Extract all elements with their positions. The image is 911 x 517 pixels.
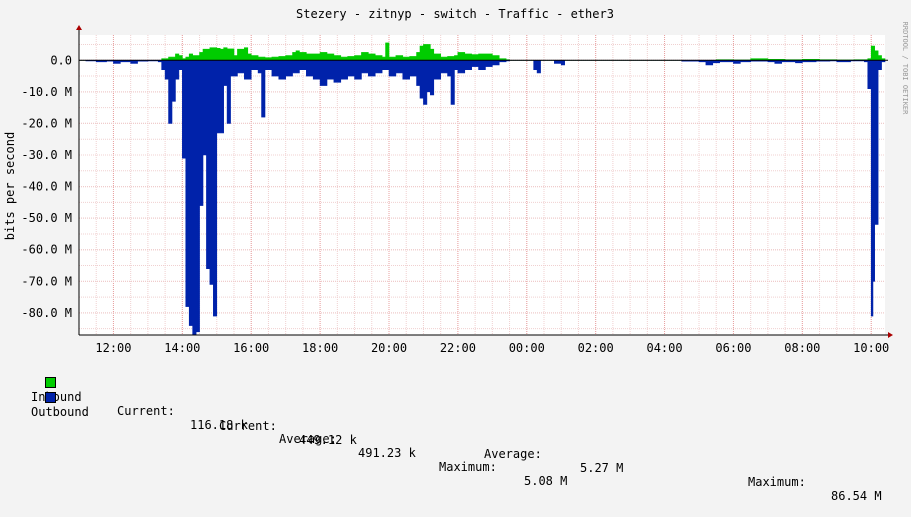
y-tick-label: -80.0 M [21, 306, 72, 320]
legend-outbound-average-value: 5.27 M [580, 461, 624, 475]
x-tick-label: 06:00 [715, 341, 751, 355]
chart-title: Stezery - zitnyp - switch - Traffic - et… [296, 7, 614, 21]
rrdtool-watermark: RRDTOOL / TOBI OETIKER [901, 22, 909, 116]
y-tick-label: 0.0 [50, 53, 72, 67]
y-tick-label: -30.0 M [21, 148, 72, 162]
legend-inbound-maximum-label: Maximum: [439, 460, 497, 474]
x-tick-label: 22:00 [440, 341, 476, 355]
legend-inbound: Inbound Current: 116.18 k Average: 491.2… [16, 362, 567, 488]
x-tick-label: 08:00 [784, 341, 820, 355]
y-tick-label: -50.0 M [21, 211, 72, 225]
traffic-graph: 12:00 14:00 16:00 18:00 20:00 22:00 00:00 02:00… [3, 7, 909, 503]
legend-inbound-average-value: 491.23 k [358, 446, 416, 460]
x-tick-label: 10:00 [853, 341, 889, 355]
legend-outbound-maximum-label: Maximum: [748, 475, 806, 489]
y-axis-arrow [76, 25, 82, 30]
legend-outbound-current-value: 449.12 k [299, 433, 357, 447]
legend-inbound-maximum-value: 5.08 M [524, 474, 568, 488]
legend-outbound: Outbound Current: 449.12 k Average: 5.27… [16, 377, 882, 503]
chart-canvas: 12:00 14:00 16:00 18:00 20:00 22:00 00:00 02:00… [3, 7, 909, 355]
x-tick-label: 18:00 [302, 341, 338, 355]
y-tick-label: -60.0 M [21, 243, 72, 257]
x-tick-label: 00:00 [509, 341, 545, 355]
x-axis-arrow [888, 332, 893, 338]
x-tick-label: 04:00 [646, 341, 682, 355]
inbound-swatch [44, 377, 56, 388]
x-tick-label: 16:00 [233, 341, 269, 355]
x-tick-label: 14:00 [164, 341, 200, 355]
y-tick-label: -70.0 M [21, 274, 72, 288]
series-area-outbound [79, 59, 886, 336]
y-tick-label: -20.0 M [21, 116, 72, 130]
legend-inbound-current-label: Current: [117, 404, 175, 418]
legend-outbound-average-label: Average: [484, 447, 542, 461]
legend-outbound-current-label: Current: [219, 419, 277, 433]
x-tick-label: 12:00 [95, 341, 131, 355]
x-tick-label: 20:00 [371, 341, 407, 355]
y-axis-label: bits per second [3, 132, 17, 240]
y-tick-label: -40.0 M [21, 180, 72, 194]
legend-outbound-name: Outbound [31, 405, 89, 419]
y-tick-label: -10.0 M [21, 85, 72, 99]
x-tick-label: 02:00 [578, 341, 614, 355]
outbound-swatch [44, 392, 56, 403]
legend-outbound-maximum-value: 86.54 M [831, 489, 882, 503]
